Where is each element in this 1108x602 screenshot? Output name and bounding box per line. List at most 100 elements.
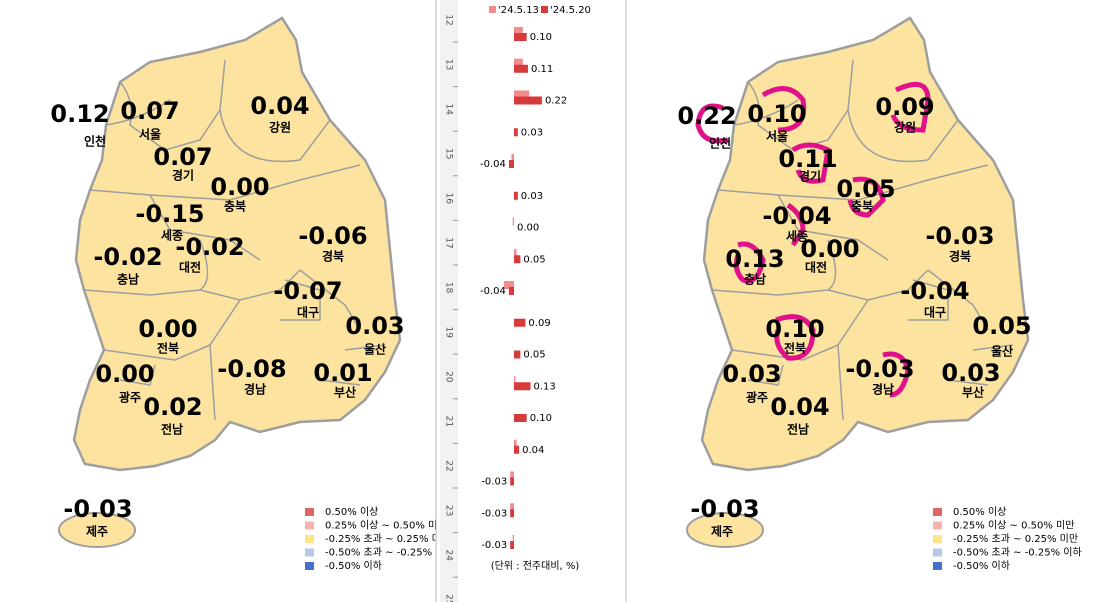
value-label: 0.05 xyxy=(523,350,545,361)
region-name: 경남 xyxy=(872,382,894,397)
region-value: -0.06 xyxy=(298,222,367,250)
bar xyxy=(512,217,514,226)
bar xyxy=(508,160,514,168)
bar xyxy=(510,503,514,512)
region-value: -0.03 xyxy=(63,495,132,523)
bar xyxy=(514,382,531,391)
region-name: 충남 xyxy=(744,272,766,287)
ruler-label: 18 xyxy=(444,282,454,294)
legend-label: -0.25% 초과 ~ 0.25% 미만 xyxy=(325,533,450,545)
region-name: 광주 xyxy=(746,390,768,405)
jeju xyxy=(58,512,136,548)
bar xyxy=(514,249,517,258)
region-value: 0.10 xyxy=(747,100,806,128)
highlight-marks xyxy=(695,81,931,398)
region-name: 경북 xyxy=(322,250,344,264)
region-value: -0.02 xyxy=(93,243,162,271)
bar xyxy=(510,509,514,518)
region-value: 0.13 xyxy=(725,245,784,273)
region-value: 0.07 xyxy=(153,143,212,171)
region-value: 0.10 xyxy=(765,315,824,343)
region-value: 0.00 xyxy=(800,235,859,263)
region-value: -0.02 xyxy=(175,233,244,261)
region-value: -0.07 xyxy=(273,277,342,305)
legend-swatch xyxy=(933,508,942,516)
region-value: 0.00 xyxy=(210,173,269,201)
region-value: -0.03 xyxy=(845,355,914,383)
region-name: 인천 xyxy=(709,136,731,151)
legend-label: -0.50% 초과 ~ -0.25% 이하 xyxy=(953,546,1082,559)
legend-swatch xyxy=(933,535,942,543)
legend-swatch xyxy=(933,562,942,570)
region-name: 울산 xyxy=(991,344,1013,359)
value-label: 0.10 xyxy=(530,32,552,43)
value-label: 0.03 xyxy=(521,127,543,138)
bar xyxy=(514,58,523,67)
region-name: 전남 xyxy=(161,422,183,437)
region-name: 경기 xyxy=(172,168,194,183)
legend-label: 0.50% 이상 xyxy=(325,506,378,518)
value-label: 0.04 xyxy=(522,445,544,456)
region-value: 0.04 xyxy=(250,92,309,120)
region-name: 대구 xyxy=(924,306,946,320)
region-name: 인천 xyxy=(84,134,106,149)
value-label: 0.13 xyxy=(534,381,556,392)
region-name: 서울 xyxy=(139,127,161,142)
region-name: 충남 xyxy=(117,272,139,287)
region-name: 제주 xyxy=(86,525,108,539)
bar xyxy=(508,287,514,295)
ruler-label: 17 xyxy=(444,237,454,248)
bar xyxy=(514,33,527,41)
ruler-label: 23 xyxy=(444,505,454,516)
region-value: 0.01 xyxy=(313,359,372,387)
region-value: 0.04 xyxy=(770,393,829,421)
region-value: 0.00 xyxy=(95,360,154,388)
value-label: -0.03 xyxy=(481,540,507,551)
ruler-label: 22 xyxy=(444,460,454,471)
ruler-label: 19 xyxy=(444,326,454,338)
bar xyxy=(512,535,514,543)
region-name: 경기 xyxy=(799,169,821,184)
region-name: 전북 xyxy=(784,341,806,356)
bar xyxy=(510,471,514,480)
region-name: 부산 xyxy=(334,385,356,400)
region-value: 0.00 xyxy=(138,315,197,343)
value-label: 0.05 xyxy=(523,254,545,265)
bar xyxy=(514,376,516,385)
region-value: 0.03 xyxy=(941,359,1000,387)
value-label: -0.03 xyxy=(481,508,507,519)
legend-label: -0.50% 이하 xyxy=(953,559,1010,572)
region-value: 0.05 xyxy=(972,312,1031,340)
value-label: 0.10 xyxy=(530,413,552,424)
region-value: -0.04 xyxy=(762,202,831,230)
bar xyxy=(503,281,514,289)
bar xyxy=(514,90,530,99)
ruler-label: 13 xyxy=(444,59,454,70)
ruler-label: 12 xyxy=(444,14,454,25)
region-value: -0.03 xyxy=(925,222,994,250)
region-name: 세종 xyxy=(786,229,808,244)
legend-label: 0.25% 이상 ~ 0.50% 미만 xyxy=(325,520,446,532)
value-label: 0.03 xyxy=(521,191,543,202)
legend-label: '24.5.13 xyxy=(498,5,539,16)
region-name: 경북 xyxy=(949,250,971,264)
ruler xyxy=(440,0,458,602)
ruler-label: 21 xyxy=(444,416,454,427)
bar xyxy=(510,477,514,486)
region-name: 충북 xyxy=(851,199,873,214)
region-value: -0.03 xyxy=(690,495,759,523)
region-name: 전남 xyxy=(787,422,809,437)
region-value: 0.07 xyxy=(120,97,179,125)
right-legend: 0.50% 이상 0.25% 이상 ~ 0.50% 미만-0.25% 초과 ~ 0… xyxy=(933,506,1082,572)
bar xyxy=(514,128,518,137)
legend-swatch xyxy=(305,548,314,557)
region-value: 0.03 xyxy=(722,360,781,388)
bar xyxy=(514,27,523,35)
region-value: 0.03 xyxy=(345,312,404,340)
legend-swatch xyxy=(305,535,314,543)
value-label: 0.00 xyxy=(517,223,539,234)
legend-label: 0.25% 이상 ~ 0.50% 미만 xyxy=(953,520,1074,532)
